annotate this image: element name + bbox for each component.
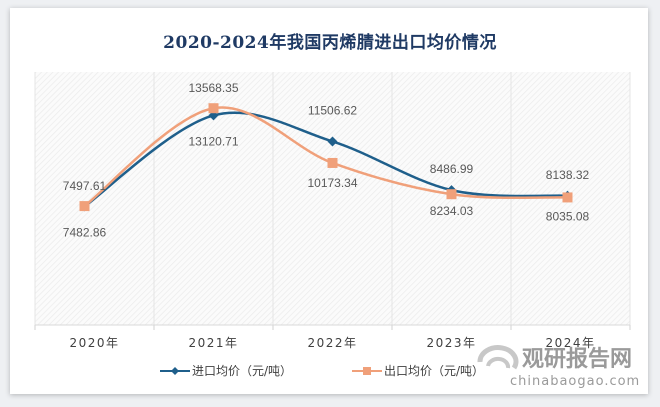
legend-label: 出口均价（元/吨）: [384, 364, 484, 378]
data-point-square: [208, 103, 219, 114]
data-label: 10173.34: [307, 176, 357, 190]
data-label: 7482.86: [63, 225, 107, 239]
x-tick-label: 2021年: [188, 336, 238, 350]
data-point-square: [562, 192, 573, 203]
data-label: 13568.35: [188, 81, 238, 95]
data-label: 8035.08: [546, 209, 590, 223]
svg-text:观研报告网: 观研报告网: [522, 347, 632, 372]
watermark-logo: 观研报告网 chinabaogao.com: [470, 340, 650, 394]
data-label: 11506.62: [308, 103, 357, 117]
chart-title: 2020-2024年我国丙烯腈进出口均价情况: [163, 33, 497, 53]
data-label: 8486.99: [430, 162, 474, 176]
x-tick-label: 2020年: [69, 336, 119, 350]
data-label: 8138.32: [546, 168, 590, 182]
legend-square-icon: [363, 367, 371, 375]
x-tick-label: 2023年: [426, 336, 476, 350]
data-point-square: [327, 157, 338, 168]
data-point-square: [79, 201, 90, 212]
x-tick-label: 2024年: [545, 336, 595, 350]
data-point-diamond: [327, 136, 338, 147]
legend-diamond-icon: [171, 367, 179, 375]
data-label: 13120.71: [188, 134, 238, 148]
data-label: 8234.03: [430, 204, 474, 218]
data-point-square: [446, 189, 457, 200]
legend-label: 进口均价（元/吨）: [192, 364, 292, 378]
x-tick-label: 2022年: [307, 336, 357, 350]
svg-text:chinabaogao.com: chinabaogao.com: [510, 374, 640, 389]
data-label: 7497.61: [63, 179, 107, 193]
